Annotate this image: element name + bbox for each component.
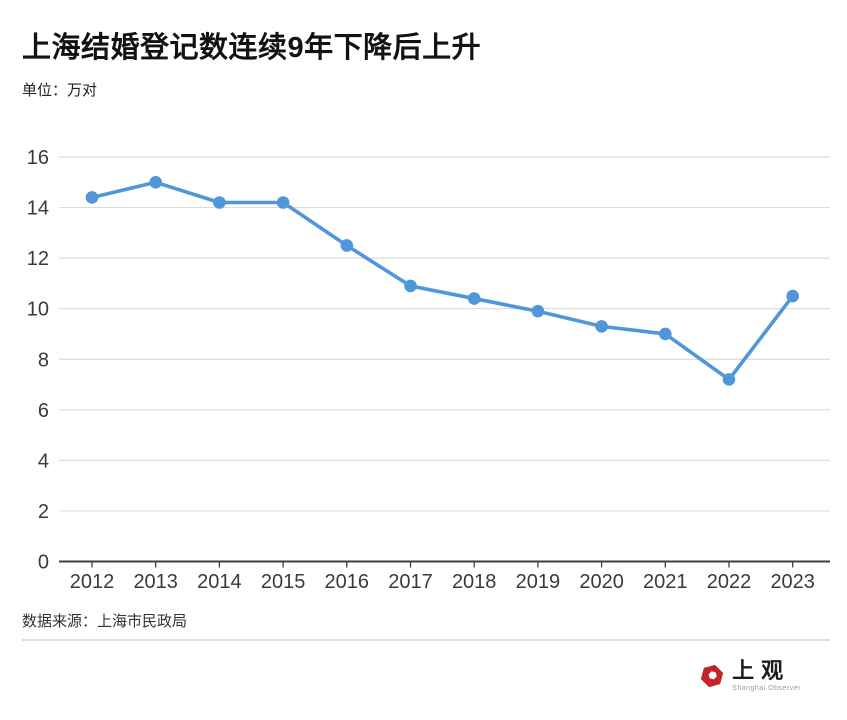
shanghai-observer-hexagon-icon xyxy=(701,664,724,688)
data-point xyxy=(722,373,736,386)
shanghai-observer-logo: 上观 Shanghai Observer xyxy=(700,660,801,692)
y-axis-label: 10 xyxy=(27,299,49,321)
x-axis-label: 2017 xyxy=(388,571,433,593)
trend-line xyxy=(90,180,795,382)
x-axis-label: 2012 xyxy=(70,571,115,593)
logo-en-label: Shanghai Observer xyxy=(732,685,801,692)
data-point xyxy=(595,320,608,333)
data-point xyxy=(276,196,290,209)
y-axis-label: 0 xyxy=(38,552,49,574)
x-axis-label: 2016 xyxy=(325,571,370,593)
x-axis-label: 2020 xyxy=(579,571,624,593)
data-point xyxy=(340,239,354,252)
x-axis-label: 2015 xyxy=(261,571,306,593)
y-axis-label: 8 xyxy=(38,349,49,371)
data-point xyxy=(531,304,545,318)
x-axis-label: 2023 xyxy=(770,571,815,593)
data-point xyxy=(85,191,99,204)
x-axis-label: 2019 xyxy=(516,571,561,593)
y-axis-label: 12 xyxy=(27,248,49,270)
data-point xyxy=(467,292,481,305)
y-axis-label: 6 xyxy=(38,400,49,422)
data-point xyxy=(404,279,417,293)
page-title: 上海结婚登记数连续9年下降后上升 xyxy=(22,32,482,64)
x-axis-label: 2022 xyxy=(707,571,752,593)
x-axis-label: 2014 xyxy=(197,571,242,593)
x-axis-label: 2021 xyxy=(643,571,688,593)
y-axis-label: 16 xyxy=(27,147,49,169)
x-axis-label: 2018 xyxy=(452,571,497,593)
data-point xyxy=(213,196,226,209)
data-point xyxy=(659,327,672,341)
data-source-label: 数据来源：上海市民政局 xyxy=(22,613,188,630)
y-axis-label: 2 xyxy=(38,501,49,523)
x-axis-label: 2013 xyxy=(133,571,178,593)
unit-label: 单位：万对 xyxy=(22,82,98,99)
logo-text: 上观 Shanghai Observer xyxy=(732,658,801,693)
logo-cn-label: 上观 xyxy=(732,658,791,683)
data-point xyxy=(149,175,162,189)
data-point xyxy=(786,289,799,303)
y-axis-label: 4 xyxy=(38,450,49,472)
footer-divider xyxy=(22,639,830,641)
y-axis-label: 14 xyxy=(27,198,49,220)
